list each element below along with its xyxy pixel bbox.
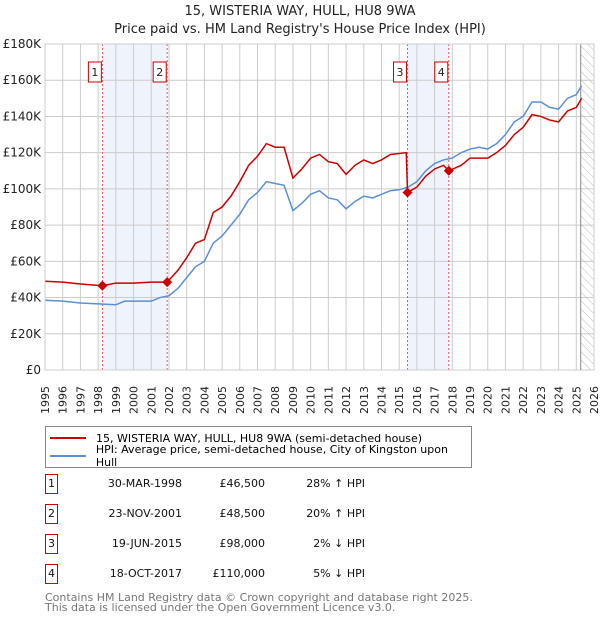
sale-row: 1 30-MAR-1998 £46,500 28% ↑ HPI	[45, 474, 445, 494]
hpi-line	[44, 85, 583, 306]
x-tick-label: 2023	[535, 386, 548, 414]
footer-line-2: This data is licensed under the Open Gov…	[45, 601, 396, 614]
legend: 15, WISTERIA WAY, HULL, HU8 9WA (semi-de…	[45, 426, 472, 469]
footer-line-1: Contains HM Land Registry data © Crown c…	[45, 591, 473, 604]
x-tick-label: 2020	[482, 386, 495, 414]
sale-marker-label: 2	[156, 66, 163, 79]
x-tick-label: 1999	[110, 386, 123, 414]
y-tick-label: £60K	[10, 254, 42, 268]
sale-number-badge: 4	[45, 564, 58, 584]
y-tick-label: £80K	[10, 218, 42, 232]
y-tick-label: £0	[26, 363, 41, 377]
x-tick-label: 2025	[570, 386, 583, 414]
sale-marker-label: 1	[91, 66, 98, 79]
x-tick-label: 2017	[429, 386, 442, 414]
legend-item-hpi: HPI: Average price, semi-detached house,…	[50, 443, 471, 469]
forecast-hatch	[580, 44, 594, 370]
sale-row: 3 19-JUN-2015 £98,000 2% ↓ HPI	[45, 534, 445, 554]
x-tick-label: 2015	[393, 386, 406, 414]
x-tick-label: 2010	[305, 386, 318, 414]
sale-price: £110,000	[212, 567, 266, 580]
y-tick-label: £160K	[3, 73, 43, 87]
x-tick-label: 2007	[252, 386, 265, 414]
sale-marker-box	[434, 61, 449, 83]
x-tick-label: 2011	[322, 386, 335, 414]
y-tick-label: £140K	[3, 109, 43, 123]
chart-title: 15, WISTERIA WAY, HULL, HU8 9WA	[184, 4, 416, 19]
sale-row: 4 18-OCT-2017 £110,000 5% ↓ HPI	[45, 564, 445, 584]
x-tick-label: 2008	[269, 386, 282, 414]
legend-label: 15, WISTERIA WAY, HULL, HU8 9WA (semi-de…	[96, 431, 423, 445]
x-tick-label: 2005	[216, 386, 229, 414]
x-tick-label: 2003	[181, 386, 194, 414]
sale-point	[97, 280, 108, 291]
sale-marker-label: 3	[397, 66, 404, 79]
chart-plot: 1995 1996 1997 1998 1999 2000 2001 2002 2003 2004…	[3, 37, 600, 414]
property-price-line	[44, 97, 583, 287]
legend-item-property: 15, WISTERIA WAY, HULL, HU8 9WA (semi-de…	[50, 430, 422, 446]
sale-marker-box	[87, 61, 102, 83]
sale-date: 18-OCT-2017	[109, 567, 182, 580]
x-tick-label: 2013	[358, 386, 371, 414]
sale-hpi-diff: 5% ↓ HPI	[313, 567, 365, 580]
sale-price: £46,500	[219, 477, 266, 490]
x-tick-label: 2014	[375, 386, 388, 414]
sale-marker-box	[152, 61, 167, 83]
sale-date: 23-NOV-2001	[108, 507, 182, 520]
sale-row: 2 23-NOV-2001 £48,500 20% ↑ HPI	[45, 504, 445, 524]
x-tick-label: 2018	[446, 386, 459, 414]
x-tick-label: 1998	[92, 386, 105, 414]
y-tick-label: £40K	[10, 291, 42, 305]
x-tick-label: 1995	[39, 386, 52, 414]
x-tick-label: 2001	[145, 386, 158, 414]
x-tick-label: 2016	[411, 386, 424, 414]
chart-subtitle: Price paid vs. HM Land Registry's House …	[114, 22, 486, 37]
x-tick-label: 2021	[499, 386, 512, 414]
x-tick-label: 2019	[464, 386, 477, 414]
sale-marker-label: 4	[438, 66, 445, 79]
sale-marker-box	[393, 61, 408, 83]
x-tick-label: 2006	[234, 386, 247, 414]
x-tick-label: 2026	[588, 386, 600, 414]
y-tick-label: £100K	[3, 182, 43, 196]
x-tick-label: 2024	[553, 386, 566, 414]
sale-period-shade	[407, 44, 449, 370]
sale-hpi-diff: 2% ↓ HPI	[313, 537, 365, 550]
sale-point	[402, 187, 413, 198]
sale-point	[443, 165, 454, 176]
sale-period-shade	[102, 44, 168, 370]
legend-label: HPI: Average price, semi-detached house,…	[95, 443, 448, 469]
sale-number-badge: 3	[45, 534, 58, 554]
sale-price: £48,500	[219, 507, 266, 520]
y-tick-label: £20K	[10, 327, 42, 341]
plot-border	[44, 43, 595, 371]
y-tick-label: £180K	[3, 37, 43, 51]
sale-point	[162, 277, 173, 288]
sale-hpi-diff: 28% ↑ HPI	[306, 477, 365, 490]
x-tick-label: 1996	[57, 386, 70, 414]
sale-number-badge: 1	[45, 474, 58, 494]
sale-hpi-diff: 20% ↑ HPI	[306, 507, 365, 520]
sale-price: £98,000	[219, 537, 266, 550]
x-tick-label: 2012	[340, 386, 353, 414]
sale-number-badge: 2	[45, 504, 58, 524]
x-tick-label: 2009	[287, 386, 300, 414]
y-tick-label: £120K	[3, 146, 43, 160]
x-tick-label: 2000	[128, 386, 141, 414]
x-tick-label: 2004	[198, 386, 211, 414]
sale-date: 30-MAR-1998	[107, 477, 182, 490]
x-tick-label: 2002	[163, 386, 176, 414]
x-tick-label: 1997	[74, 386, 87, 414]
sale-date: 19-JUN-2015	[111, 537, 182, 550]
x-tick-label: 2022	[517, 386, 530, 414]
